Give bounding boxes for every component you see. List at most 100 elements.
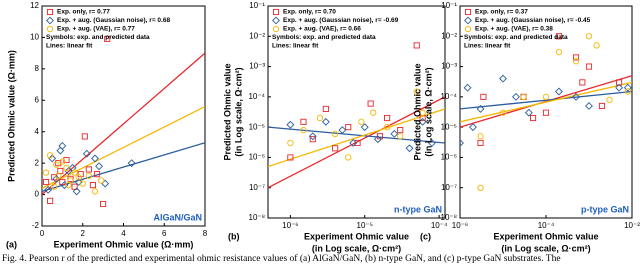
legend-marker [46,25,54,33]
point [71,169,78,176]
legend-label: Exp. only, r= 0.37 [475,9,528,16]
point [367,100,374,107]
plot-area [460,33,632,191]
point [55,172,62,179]
point [360,123,369,132]
x-tick-label: 10⁻⁴ [538,221,555,230]
point [345,124,352,131]
y-tick-label: 10⁻³ [441,62,457,71]
point [520,93,527,101]
legend-marker [464,25,472,33]
corner-label: p-type GaN [581,204,629,214]
plot-area [42,35,205,208]
x-tick-label: 10⁻⁴ [431,221,448,230]
y-tick-label: 12 [30,1,39,10]
point [499,109,507,116]
point [52,174,61,183]
point [585,33,593,40]
caption: Fig. 4. Pearson r of the predicted and e… [2,253,561,264]
point [524,108,533,117]
legend-marker [46,8,54,16]
legend-label: Exp. + aug. (VAE), r= 0.66 [283,26,361,33]
y-tick-label: -2 [32,221,40,230]
point [77,171,84,178]
y-tick-label: 10⁻⁶ [249,153,265,162]
point [75,174,82,181]
point [390,129,399,138]
y-tick-label: 0 [35,190,40,199]
fit-line [460,90,632,110]
point [530,114,537,122]
point [555,87,563,96]
x-tick-label: 0 [40,229,45,238]
fit-line [42,105,205,189]
legend-marker [464,8,472,16]
fit-line [460,75,632,128]
panel-label: (c) [420,231,431,241]
point [85,172,93,179]
point [100,200,107,208]
y-tick-label: 10⁻⁴ [440,92,457,101]
point [477,184,484,191]
point [338,126,347,135]
point [65,181,72,189]
legend-marker [464,16,472,25]
point [413,42,420,49]
point [572,58,580,65]
legend-marker [272,25,280,33]
point [354,139,361,147]
legend-marker [46,16,54,25]
legend-marker [272,16,280,25]
y-tick-label: 4 [35,127,40,136]
point [419,109,426,116]
point [572,92,580,101]
point [585,63,593,70]
point [624,88,631,95]
y-axis-label: Predicted Ohmic value [412,63,422,160]
legend-note: Symbols: exp. and predicted data [46,34,150,41]
y-tick-label: 10⁻⁸ [441,213,458,222]
y-tick-label: 10⁻⁸ [249,213,266,222]
x-tick-label: 4 [121,229,126,238]
point [598,102,605,110]
point [42,169,50,176]
point [81,133,88,140]
fit-line [268,96,445,189]
point [332,130,339,138]
point [47,197,54,204]
point [47,152,54,159]
y-tick-label: 10 [30,33,39,42]
point [300,126,307,134]
point [93,171,101,178]
point [95,162,103,171]
point [480,93,487,100]
point [427,139,436,147]
point [477,139,484,147]
x-axis-label: Experiment Ohmic value [304,231,409,241]
point [477,133,484,140]
point [512,92,520,101]
y-axis-label: (in Log scale, Ω·cm²) [233,67,243,156]
y-tick-label: 10⁻⁴ [248,92,265,101]
point [373,135,382,144]
point [322,105,329,112]
x-axis-label: (in Log scale, Ω·cm²) [501,243,590,253]
point [287,139,294,147]
legend-label: Exp. + aug. (VAE), r= 0.77 [57,26,135,33]
y-tick-label: 6 [35,95,40,104]
point [309,136,316,143]
point [573,54,580,61]
legend-label: Exp. + aug. (Gaussian noise), r= 0.68 [57,17,170,24]
point [51,183,58,190]
legend-label: Exp. + aug. (Gaussian noise), r= -0.69 [283,17,399,24]
point [542,109,550,116]
x-tick-label: 6 [162,229,167,238]
y-axis-label: (in Log scale, Ω·cm²) [423,67,433,156]
panel-label: (a) [6,239,17,249]
point [555,48,563,56]
fit-line [42,142,205,193]
point [316,114,324,122]
point [59,158,66,165]
y-tick-label: 10⁻¹ [249,1,265,10]
